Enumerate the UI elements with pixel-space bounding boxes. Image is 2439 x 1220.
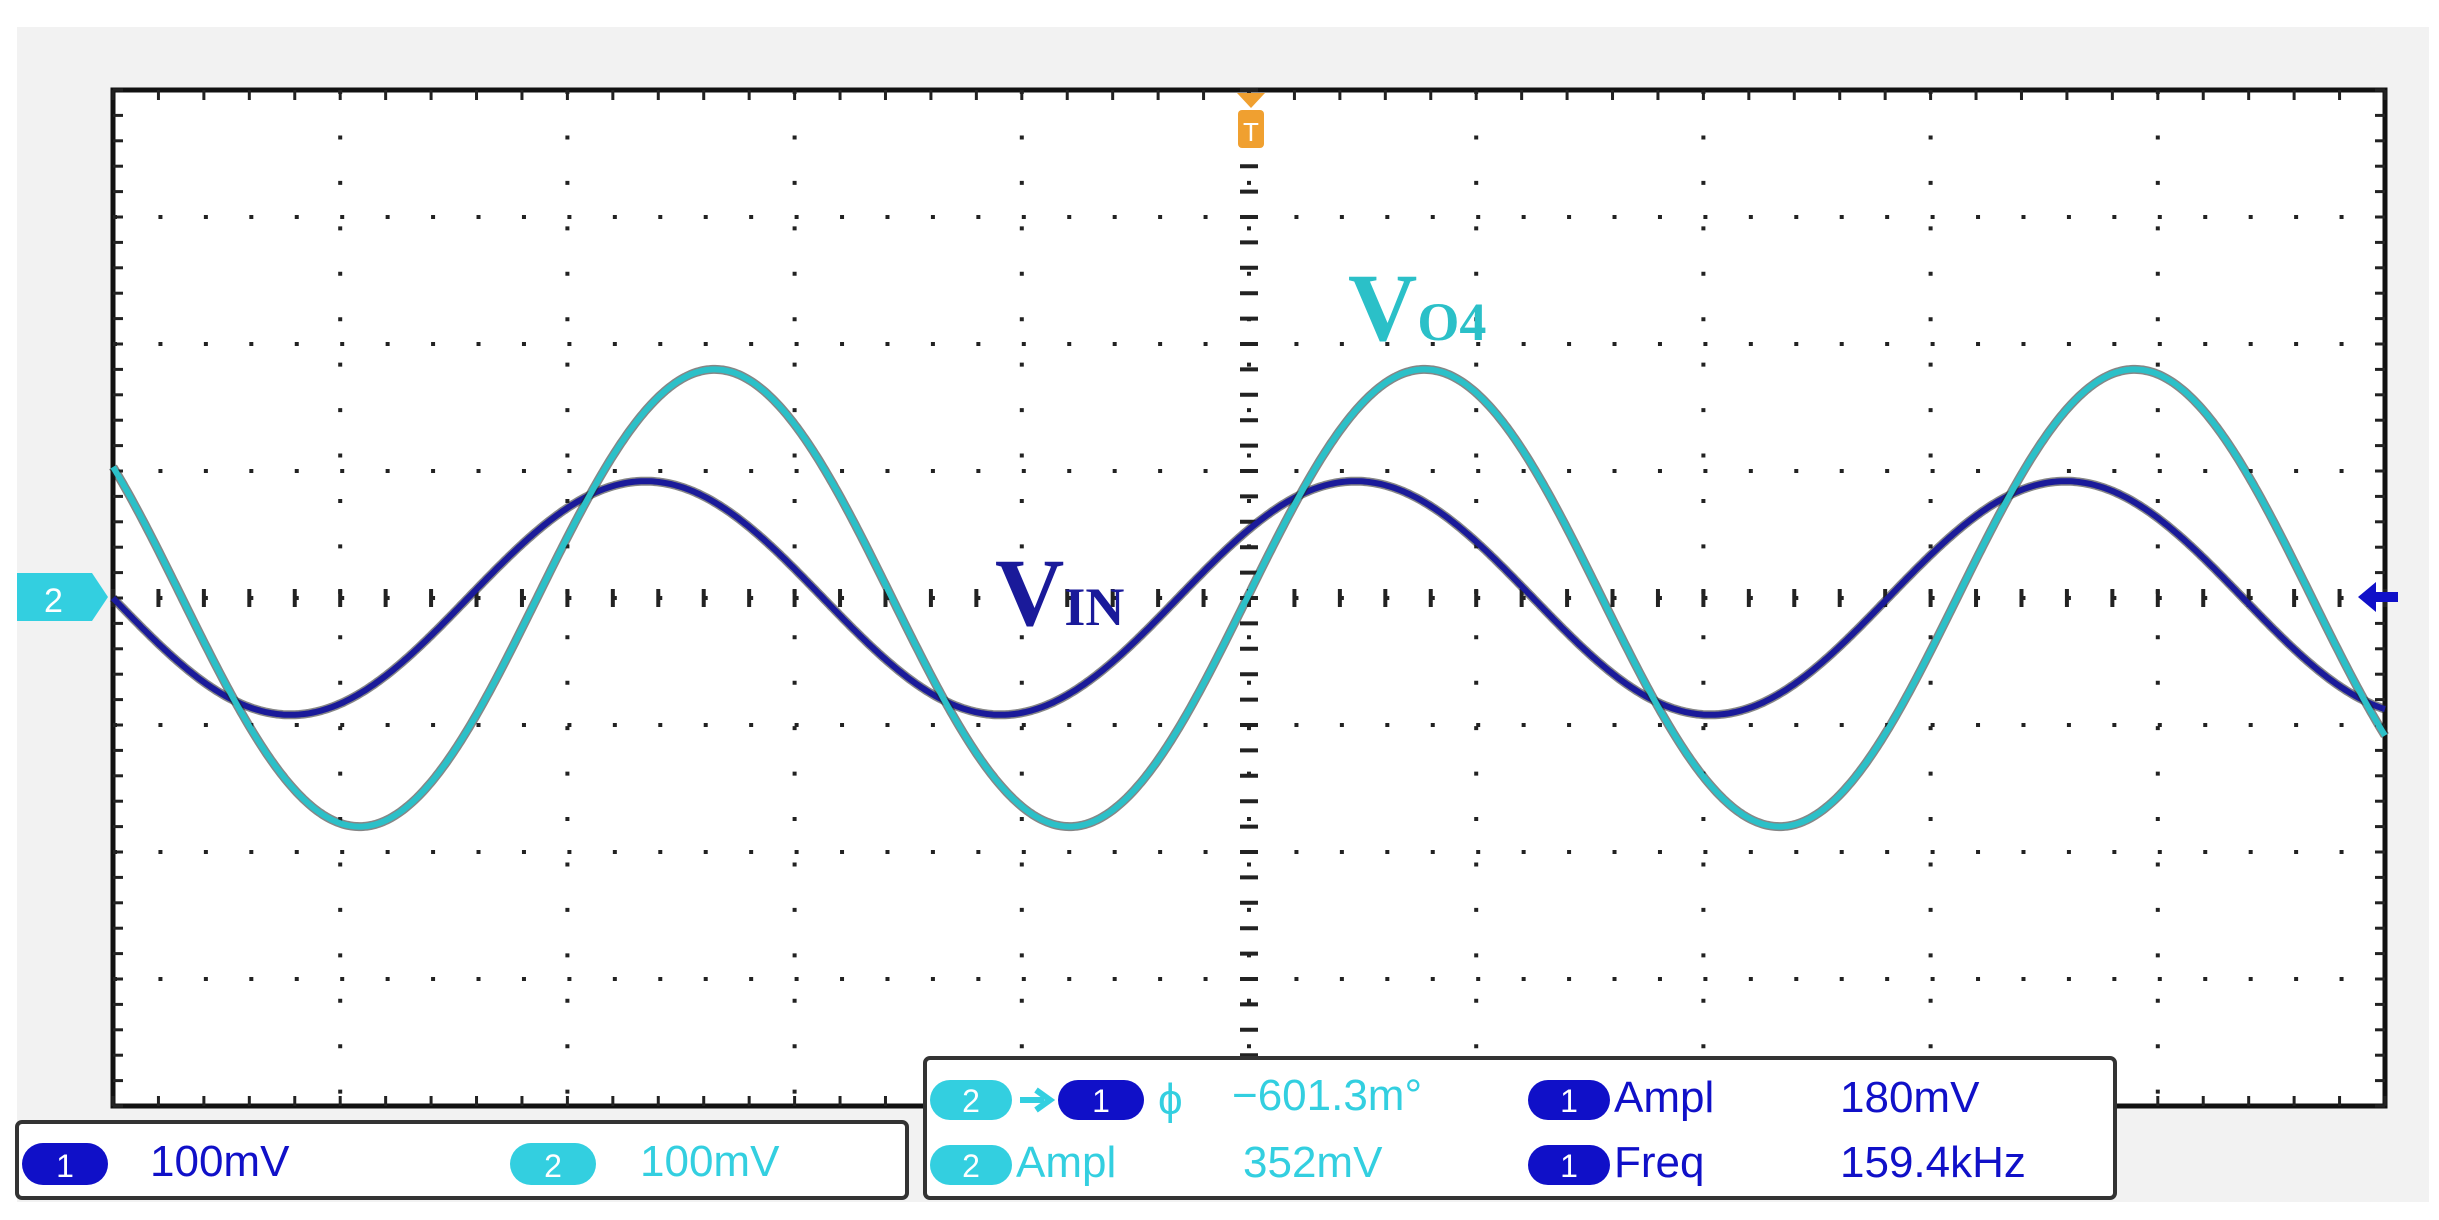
trigger-marker-label: T bbox=[1243, 117, 1259, 147]
phase-symbol: ϕ bbox=[1158, 1075, 1183, 1124]
ampl-ch2-label: Ampl bbox=[1016, 1138, 1116, 1187]
ampl-ch2-measurement[interactable]: 2 Ampl 352mV bbox=[930, 1138, 1383, 1187]
plot-area bbox=[109, 87, 2389, 1109]
ampl-ch1-channel: 1 bbox=[1560, 1083, 1578, 1119]
ampl-ch2-channel: 2 bbox=[962, 1148, 980, 1184]
ch1-badge-icon[interactable]: 1 bbox=[22, 1143, 108, 1185]
ch1-badge-label: 1 bbox=[56, 1148, 74, 1184]
freq-ch1-label: Freq bbox=[1614, 1138, 1704, 1187]
vin-label: VIN bbox=[995, 539, 1124, 646]
ampl-ch1-label: Ampl bbox=[1614, 1073, 1714, 1122]
freq-ch1-channel: 1 bbox=[1560, 1148, 1578, 1184]
vin-label-main: V bbox=[995, 539, 1064, 646]
ampl-ch1-measurement[interactable]: 1 Ampl 180mV bbox=[1528, 1073, 1980, 1122]
vo4-label-sub: O4 bbox=[1417, 292, 1486, 352]
traces bbox=[109, 364, 2389, 832]
ch2-scale-value[interactable]: 100mV bbox=[640, 1137, 780, 1186]
trace-vo4 bbox=[110, 366, 2388, 830]
channel-scale-box: 1 100mV 2 100mV bbox=[15, 1120, 909, 1200]
phase-from-channel: 2 bbox=[962, 1083, 980, 1119]
phase-value: −601.3m° bbox=[1232, 1071, 1422, 1120]
phase-measurement[interactable]: 2 1 ϕ −601.3m° bbox=[930, 1071, 1422, 1124]
trigger-marker[interactable]: T bbox=[1237, 93, 1265, 148]
ch2-ground-marker-label: 2 bbox=[44, 582, 63, 620]
phase-to-channel: 1 bbox=[1092, 1083, 1110, 1119]
vin-label-sub: IN bbox=[1064, 577, 1124, 637]
ch2-badge-icon[interactable]: 2 bbox=[510, 1143, 596, 1185]
measurement-box: 2 1 ϕ −601.3m° 1 Ampl 180mV 2 Ampl 352mV… bbox=[923, 1056, 2117, 1200]
ch1-scale-value[interactable]: 100mV bbox=[150, 1137, 290, 1186]
vo4-label: VO4 bbox=[1348, 254, 1486, 361]
ch1-ground-arrow-icon[interactable] bbox=[2358, 582, 2398, 612]
vo4-label-main: V bbox=[1348, 254, 1417, 361]
ampl-ch1-value: 180mV bbox=[1840, 1073, 1980, 1122]
freq-ch1-measurement[interactable]: 1 Freq 159.4kHz bbox=[1528, 1138, 2026, 1187]
ampl-ch2-value: 352mV bbox=[1243, 1138, 1383, 1187]
freq-ch1-value: 159.4kHz bbox=[1840, 1138, 2026, 1187]
ch2-badge-label: 2 bbox=[544, 1148, 562, 1184]
ch2-ground-marker[interactable]: 2 bbox=[17, 573, 108, 621]
arrow-right-icon bbox=[1020, 1087, 1056, 1113]
